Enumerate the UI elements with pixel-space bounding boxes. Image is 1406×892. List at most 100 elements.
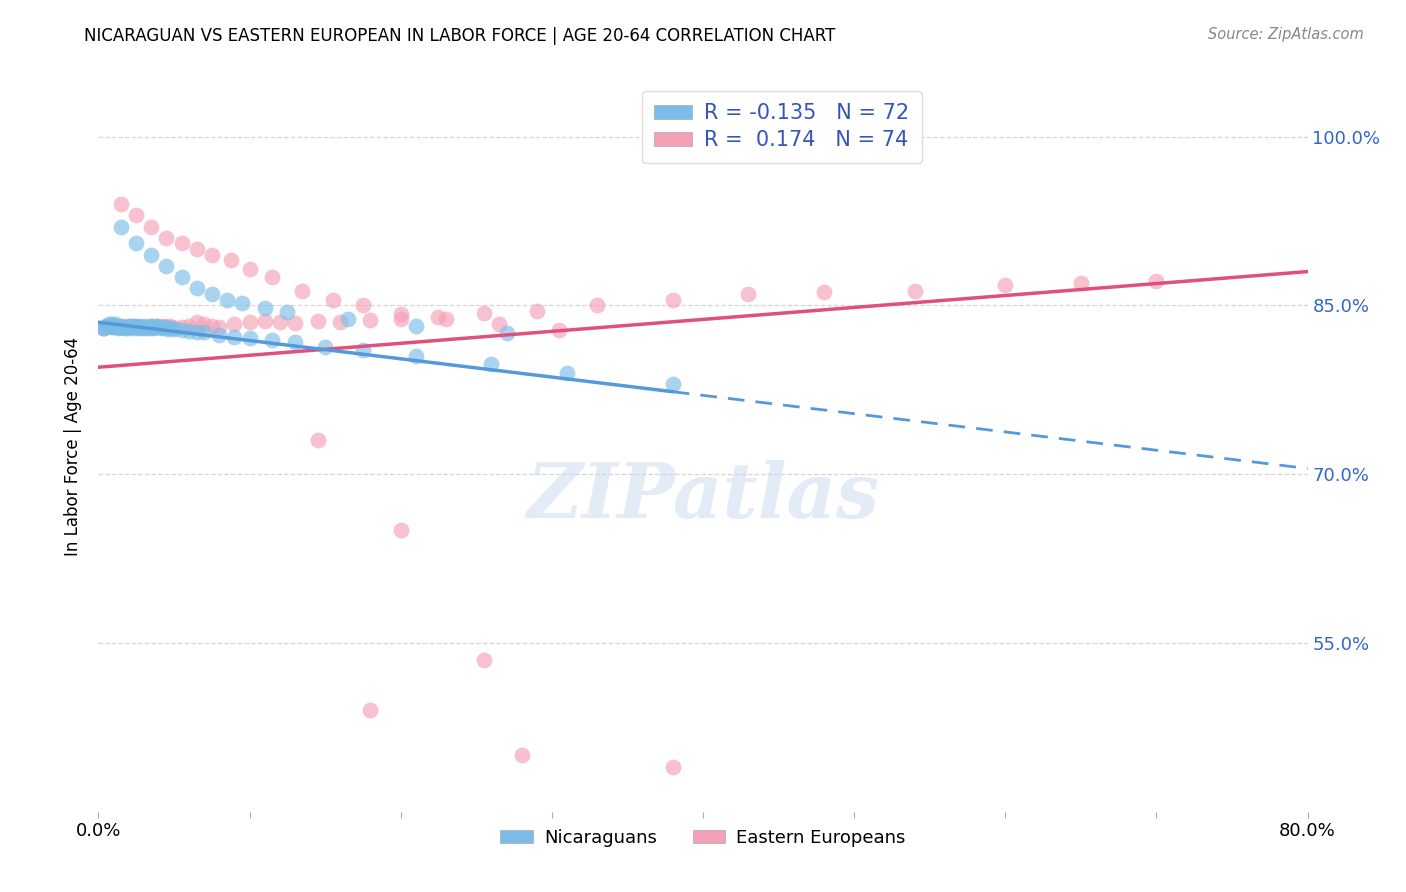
- Point: [336, 311, 359, 326]
- Point: [434, 311, 457, 326]
- Point: [152, 318, 174, 333]
- Point: [352, 343, 374, 358]
- Point: [134, 321, 156, 335]
- Point: [239, 331, 262, 345]
- Point: [128, 318, 150, 333]
- Point: [405, 318, 427, 333]
- Point: [155, 319, 177, 334]
- Point: [262, 270, 284, 285]
- Text: Source: ZipAtlas.com: Source: ZipAtlas.com: [1208, 27, 1364, 42]
- Point: [155, 231, 177, 245]
- Point: [405, 349, 427, 363]
- Point: [115, 318, 138, 333]
- Point: [221, 253, 243, 268]
- Point: [165, 321, 187, 335]
- Point: [201, 287, 224, 301]
- Point: [215, 293, 238, 307]
- Point: [148, 319, 170, 334]
- Y-axis label: In Labor Force | Age 20-64: In Labor Force | Age 20-64: [65, 336, 83, 556]
- Point: [125, 208, 148, 222]
- Point: [239, 262, 262, 277]
- Point: [389, 311, 412, 326]
- Point: [127, 321, 149, 335]
- Point: [139, 321, 162, 335]
- Point: [360, 313, 382, 327]
- Point: [352, 298, 374, 312]
- Point: [160, 321, 183, 335]
- Point: [231, 296, 253, 310]
- Point: [105, 319, 128, 334]
- Point: [112, 319, 135, 334]
- Point: [224, 330, 246, 344]
- Point: [276, 305, 298, 319]
- Point: [307, 434, 329, 448]
- Point: [904, 284, 927, 298]
- Point: [360, 703, 382, 717]
- Point: [495, 326, 517, 341]
- Point: [488, 318, 510, 332]
- Point: [124, 319, 146, 334]
- Point: [128, 319, 150, 334]
- Point: [110, 318, 132, 333]
- Point: [186, 315, 208, 329]
- Point: [389, 307, 412, 321]
- Point: [146, 318, 169, 333]
- Point: [142, 319, 165, 334]
- Point: [136, 319, 159, 334]
- Point: [314, 340, 336, 354]
- Point: [131, 319, 153, 334]
- Point: [291, 284, 314, 298]
- Point: [481, 357, 503, 371]
- Point: [224, 318, 246, 332]
- Point: [284, 335, 307, 350]
- Point: [156, 322, 179, 336]
- Point: [162, 319, 184, 334]
- Point: [141, 318, 163, 333]
- Point: [131, 319, 153, 334]
- Point: [110, 197, 132, 211]
- Point: [120, 319, 142, 334]
- Point: [134, 319, 156, 334]
- Point: [100, 318, 122, 332]
- Point: [661, 760, 683, 774]
- Point: [107, 319, 129, 334]
- Point: [91, 321, 114, 335]
- Point: [186, 326, 208, 340]
- Point: [510, 748, 533, 763]
- Point: [170, 319, 193, 334]
- Point: [122, 321, 145, 335]
- Point: [813, 285, 835, 299]
- Point: [737, 287, 759, 301]
- Point: [112, 321, 135, 335]
- Point: [108, 319, 131, 334]
- Point: [91, 321, 114, 335]
- Point: [96, 318, 118, 333]
- Point: [141, 318, 163, 333]
- Point: [150, 321, 173, 335]
- Point: [101, 319, 124, 334]
- Point: [101, 319, 124, 334]
- Point: [661, 377, 683, 392]
- Point: [132, 318, 155, 333]
- Point: [389, 524, 412, 538]
- Point: [994, 278, 1017, 293]
- Point: [170, 236, 193, 251]
- Point: [121, 318, 143, 333]
- Point: [155, 259, 177, 273]
- Point: [548, 323, 571, 337]
- Point: [239, 315, 262, 329]
- Point: [555, 366, 578, 380]
- Point: [94, 319, 117, 334]
- Point: [253, 301, 276, 315]
- Point: [110, 219, 132, 234]
- Point: [94, 318, 117, 333]
- Point: [129, 321, 152, 335]
- Text: NICARAGUAN VS EASTERN EUROPEAN IN LABOR FORCE | AGE 20-64 CORRELATION CHART: NICARAGUAN VS EASTERN EUROPEAN IN LABOR …: [84, 27, 835, 45]
- Point: [193, 318, 215, 332]
- Point: [125, 236, 148, 251]
- Point: [1144, 274, 1167, 288]
- Point: [193, 326, 215, 340]
- Point: [153, 319, 176, 334]
- Point: [322, 293, 344, 307]
- Point: [472, 653, 495, 667]
